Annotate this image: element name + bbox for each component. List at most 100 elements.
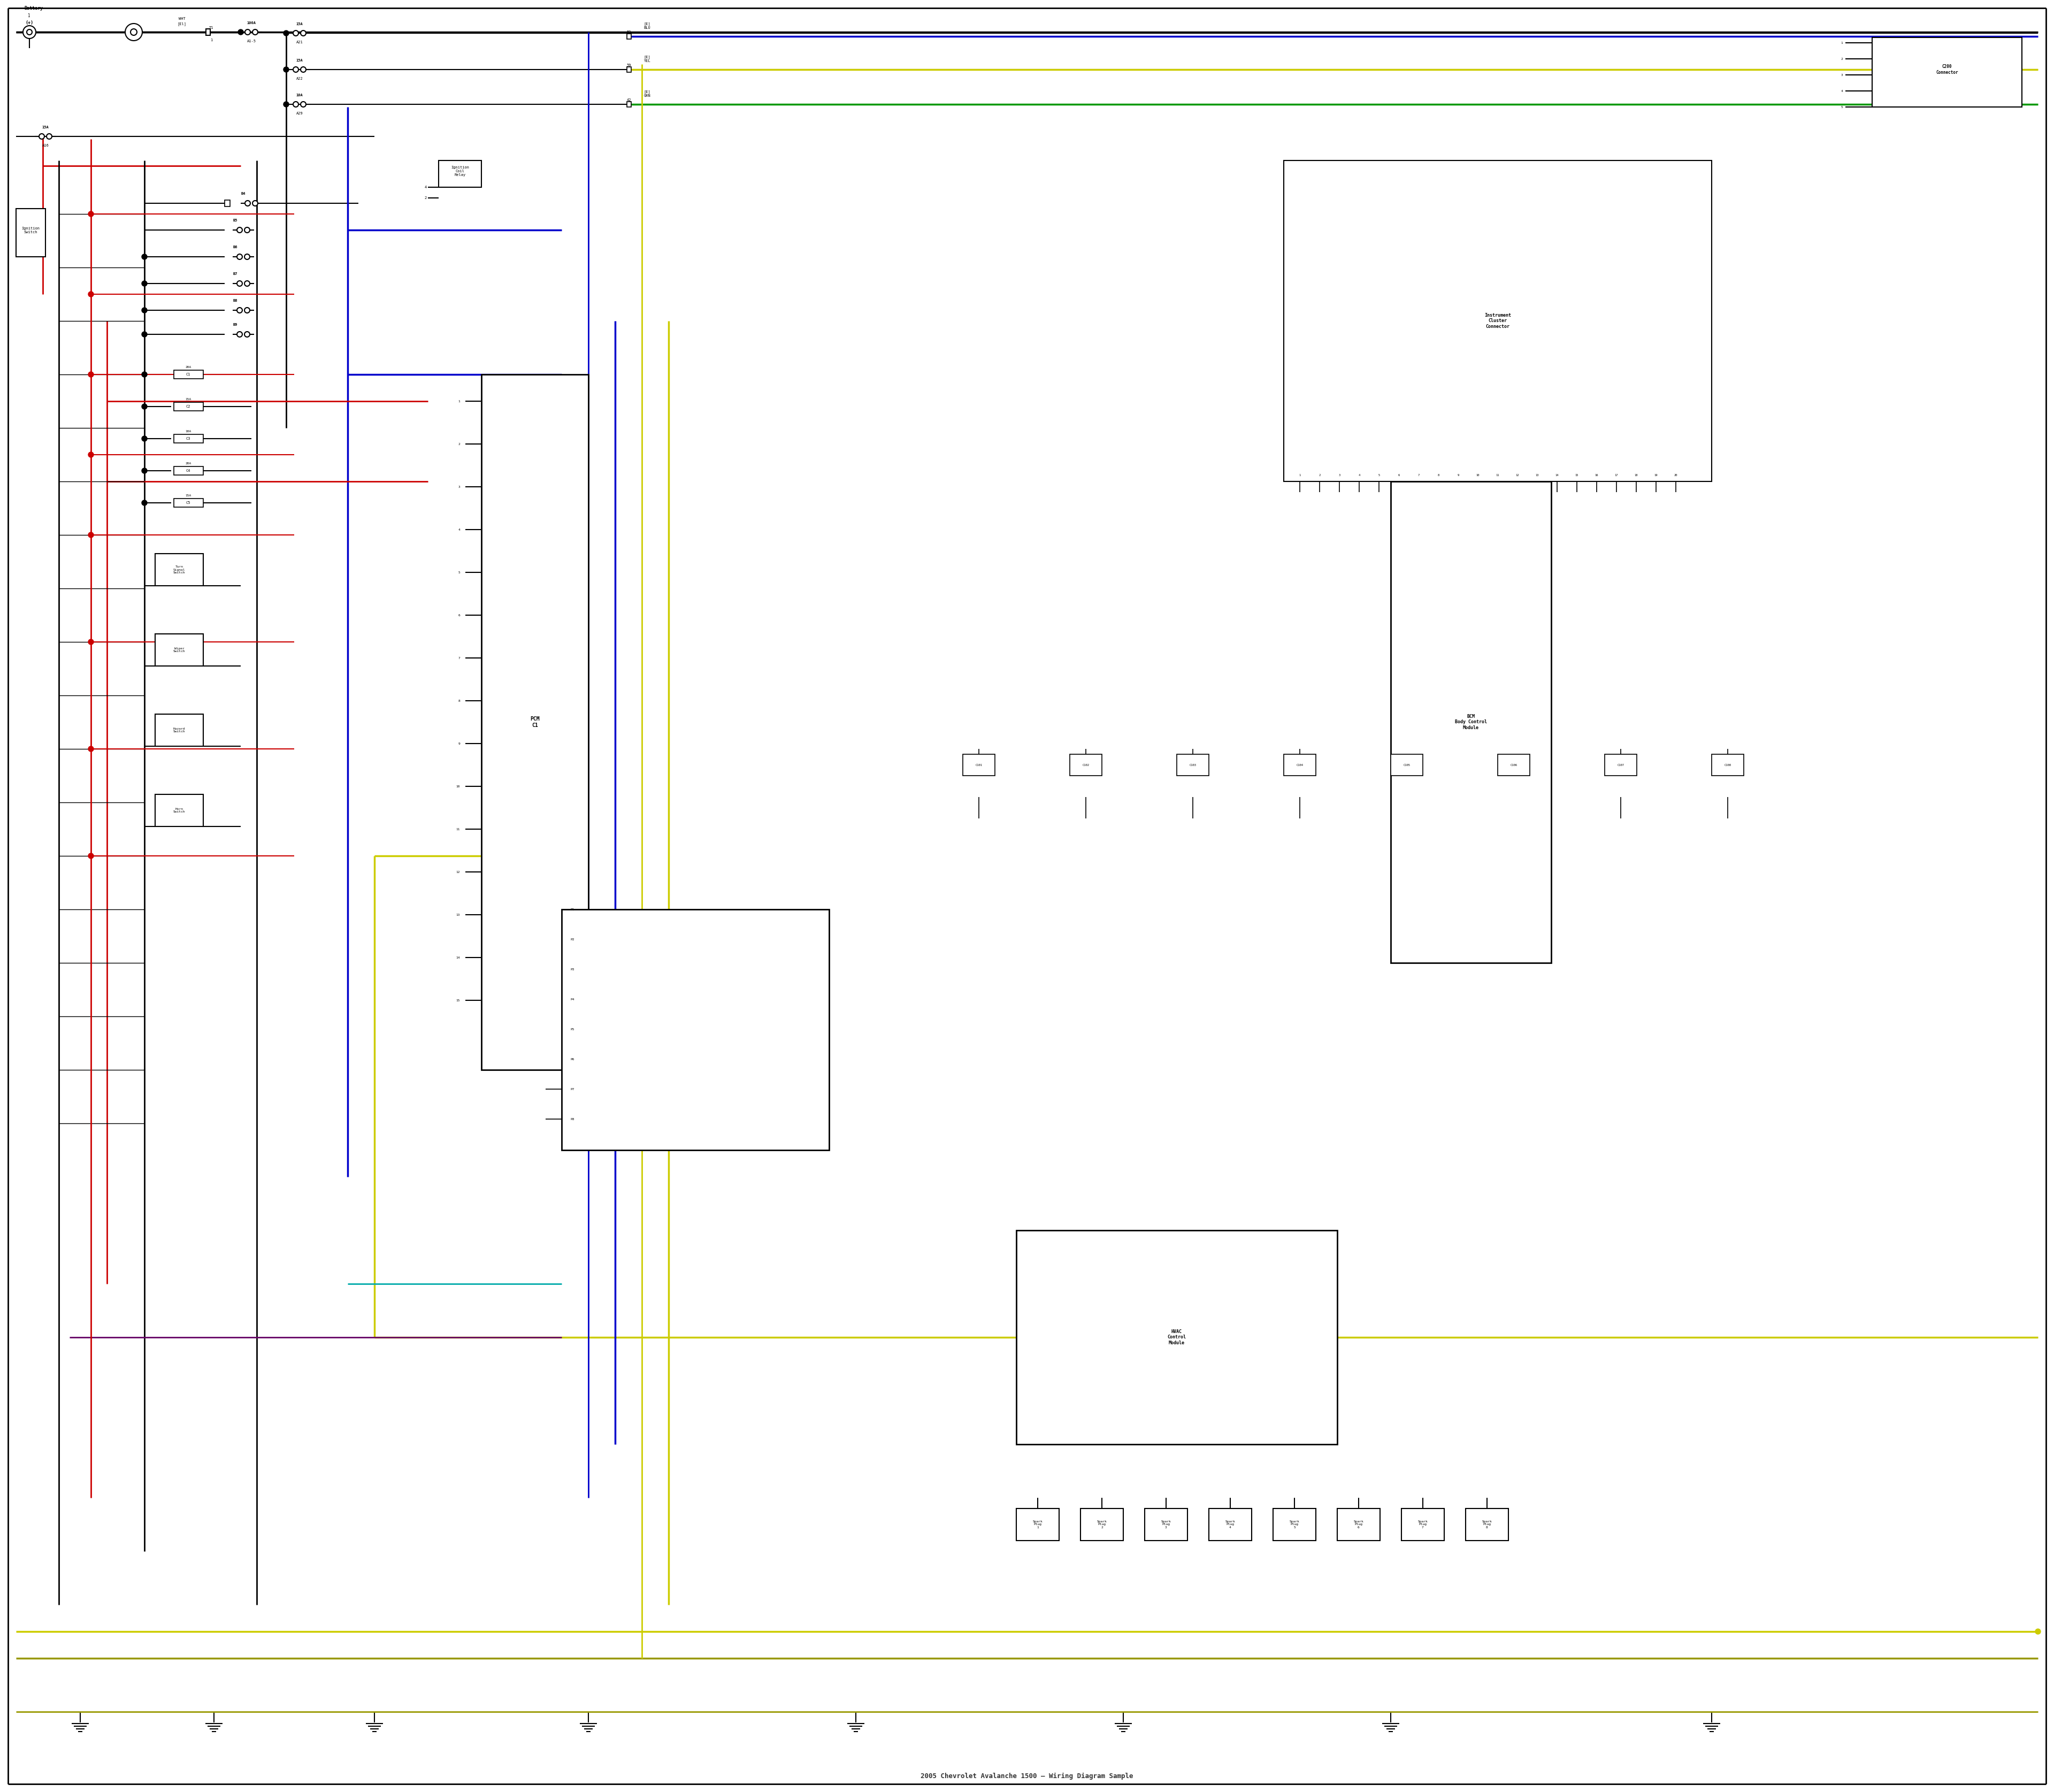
- Text: Spark
Plug
6: Spark Plug 6: [1354, 1520, 1364, 1529]
- Bar: [175, 434, 203, 443]
- Text: Hazard
Switch: Hazard Switch: [173, 728, 185, 733]
- Bar: [440, 161, 481, 186]
- Circle shape: [244, 332, 251, 337]
- Text: Wiper
Switch: Wiper Switch: [173, 647, 185, 652]
- Text: T1: T1: [210, 27, 214, 29]
- Text: A21: A21: [296, 41, 302, 43]
- Circle shape: [88, 532, 94, 538]
- Bar: [1284, 161, 1711, 482]
- Text: 15A: 15A: [185, 495, 191, 496]
- Circle shape: [283, 66, 290, 72]
- Text: P5: P5: [571, 1029, 575, 1030]
- Circle shape: [88, 211, 94, 217]
- Text: 1: 1: [27, 14, 29, 18]
- Text: C107: C107: [1616, 763, 1625, 767]
- Text: C105: C105: [1403, 763, 1411, 767]
- Text: 13: 13: [1536, 473, 1538, 477]
- Text: [E]
GRN: [E] GRN: [643, 90, 651, 97]
- Bar: [1177, 754, 1210, 776]
- Circle shape: [253, 29, 259, 34]
- Text: P7: P7: [571, 1088, 575, 1091]
- Text: B9: B9: [232, 323, 238, 326]
- Circle shape: [283, 102, 290, 108]
- Circle shape: [142, 254, 148, 260]
- Text: 11: 11: [1495, 473, 1499, 477]
- Text: 17: 17: [1614, 473, 1619, 477]
- Circle shape: [88, 853, 94, 858]
- Text: Spark
Plug
2: Spark Plug 2: [1097, 1520, 1107, 1529]
- Text: 15: 15: [456, 998, 460, 1002]
- Text: B7: B7: [232, 272, 238, 276]
- Text: 15: 15: [1575, 473, 1580, 477]
- Text: C108: C108: [1723, 763, 1732, 767]
- Text: A16: A16: [41, 143, 49, 147]
- Text: C4: C4: [187, 470, 191, 473]
- Bar: [156, 715, 203, 745]
- Text: WHT: WHT: [179, 18, 185, 20]
- Text: Spark
Plug
1: Spark Plug 1: [1033, 1520, 1043, 1529]
- Circle shape: [88, 371, 94, 376]
- Text: [El]: [El]: [177, 22, 187, 25]
- Text: 1: 1: [210, 38, 212, 41]
- Text: C2: C2: [187, 405, 191, 409]
- Text: B6: B6: [232, 246, 238, 249]
- Text: C102: C102: [1082, 763, 1089, 767]
- Text: 4: 4: [425, 186, 427, 188]
- Text: 18: 18: [1635, 473, 1637, 477]
- Text: 10: 10: [456, 785, 460, 788]
- Circle shape: [142, 435, 148, 441]
- Bar: [626, 66, 631, 72]
- Bar: [175, 466, 203, 475]
- Text: Spark
Plug
4: Spark Plug 4: [1226, 1520, 1234, 1529]
- Text: 2: 2: [425, 197, 427, 199]
- Text: 12: 12: [456, 871, 460, 873]
- Circle shape: [300, 30, 306, 36]
- Circle shape: [244, 308, 251, 314]
- Bar: [626, 34, 631, 39]
- Text: Spark
Plug
7: Spark Plug 7: [1417, 1520, 1428, 1529]
- Text: 13: 13: [456, 914, 460, 916]
- Bar: [156, 554, 203, 586]
- Circle shape: [47, 134, 51, 140]
- Circle shape: [125, 23, 142, 41]
- Circle shape: [236, 254, 242, 260]
- Text: 15A: 15A: [296, 59, 302, 63]
- Circle shape: [244, 29, 251, 34]
- Text: 20: 20: [1674, 473, 1678, 477]
- Bar: [1210, 1509, 1251, 1541]
- Circle shape: [142, 468, 148, 473]
- Bar: [1871, 38, 2021, 108]
- Bar: [1080, 1509, 1124, 1541]
- Text: C104: C104: [1296, 763, 1304, 767]
- Bar: [1391, 754, 1423, 776]
- Bar: [1070, 754, 1101, 776]
- Circle shape: [88, 745, 94, 751]
- Text: Horn
Switch: Horn Switch: [173, 808, 185, 814]
- Circle shape: [300, 102, 306, 108]
- Text: 20A: 20A: [185, 462, 191, 464]
- Bar: [175, 498, 203, 507]
- Circle shape: [131, 29, 138, 36]
- Text: C103: C103: [1189, 763, 1195, 767]
- Text: 59: 59: [626, 30, 631, 34]
- Text: 15A: 15A: [296, 23, 302, 25]
- Circle shape: [294, 66, 298, 72]
- Bar: [1017, 1509, 1060, 1541]
- Bar: [1604, 754, 1637, 776]
- Bar: [1017, 1231, 1337, 1444]
- Bar: [963, 754, 994, 776]
- Bar: [1337, 1509, 1380, 1541]
- Bar: [1273, 1509, 1317, 1541]
- Text: A22: A22: [296, 77, 302, 81]
- Circle shape: [236, 281, 242, 287]
- Bar: [1467, 1509, 1508, 1541]
- Bar: [16, 208, 45, 256]
- Circle shape: [294, 102, 298, 108]
- Text: C106: C106: [1510, 763, 1518, 767]
- Text: 10: 10: [1477, 473, 1479, 477]
- Bar: [626, 102, 631, 108]
- Text: 42: 42: [626, 99, 631, 102]
- Text: Spark
Plug
8: Spark Plug 8: [1483, 1520, 1491, 1529]
- Circle shape: [300, 66, 306, 72]
- Bar: [481, 375, 587, 1070]
